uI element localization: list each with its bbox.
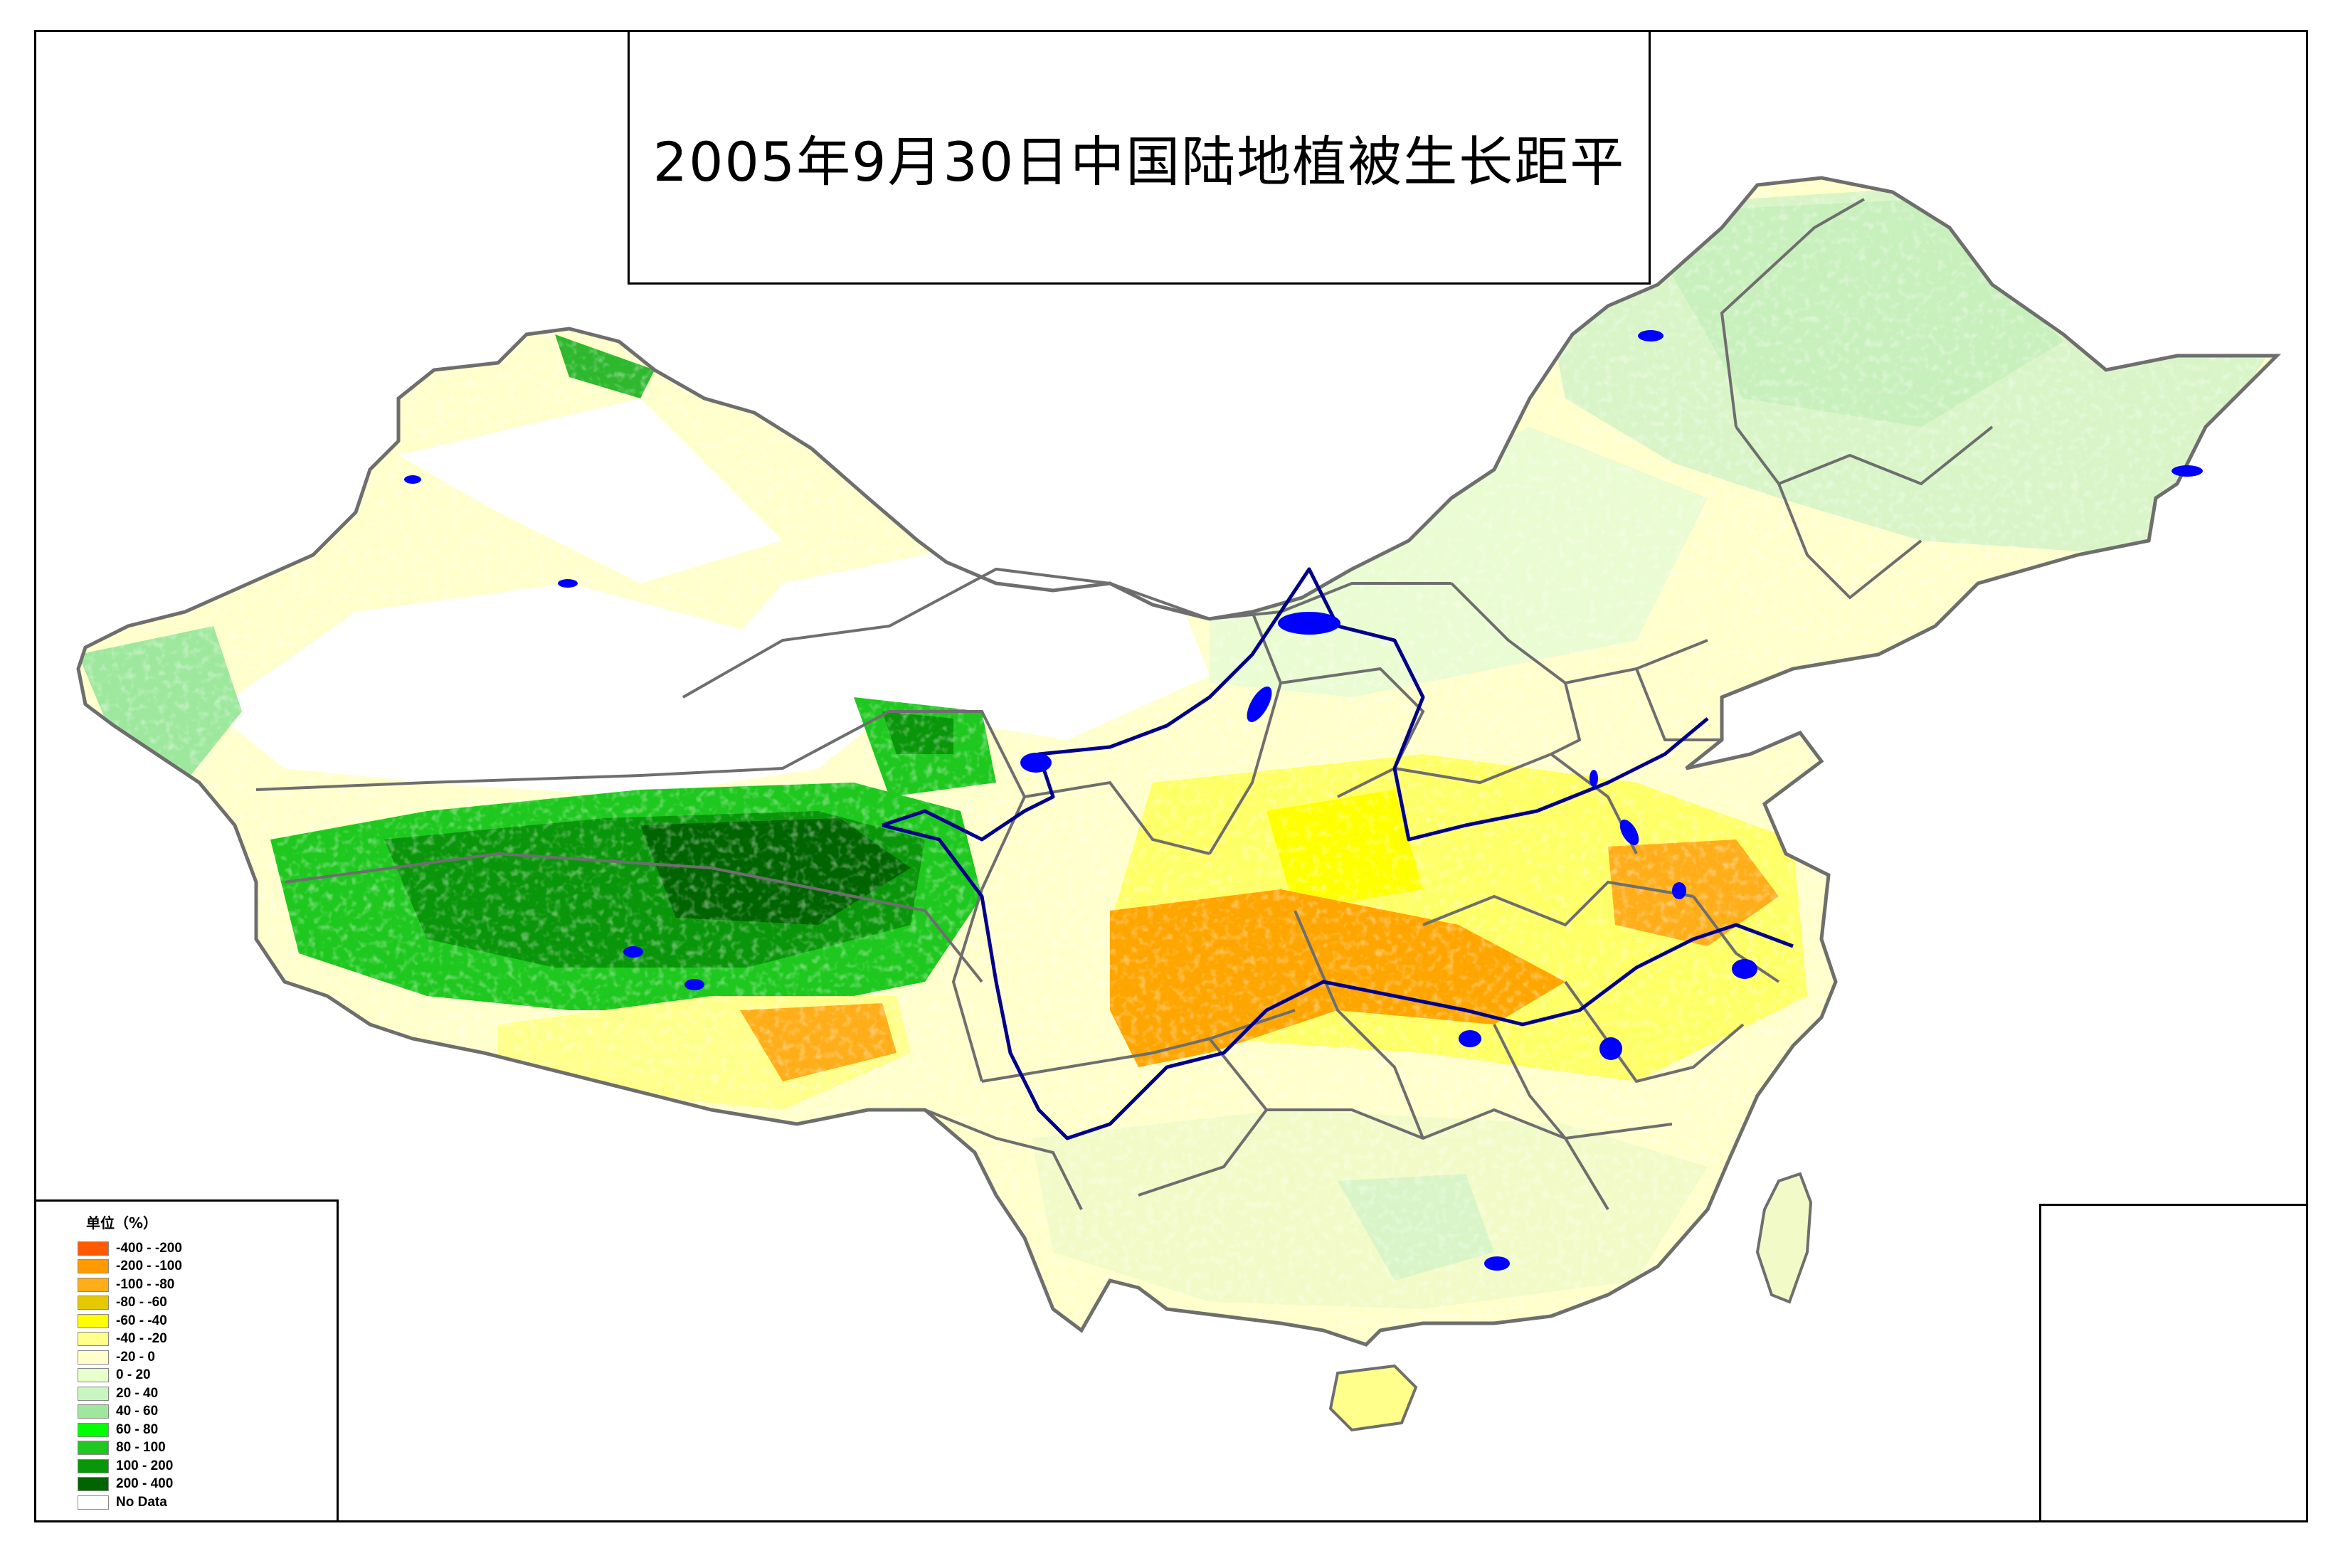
legend-swatch xyxy=(78,1368,109,1383)
legend-label: -20 - 0 xyxy=(116,1349,155,1365)
legend-swatch xyxy=(78,1350,109,1365)
lakes xyxy=(404,330,2203,1271)
lake-dongping xyxy=(1589,770,1598,787)
lake-hongze xyxy=(1672,882,1686,899)
legend-item: 20 - 40 xyxy=(78,1384,337,1403)
legend-swatch xyxy=(78,1241,109,1256)
boundary-hebei-shanxi xyxy=(1550,682,1582,756)
taiwan xyxy=(1755,1172,1813,1304)
legend-item: -20 - 0 xyxy=(78,1348,337,1367)
lake-dongting xyxy=(1459,1030,1481,1047)
boundary-jiangxi-zhejiang xyxy=(1564,980,1745,1084)
boundary-xinjiang-gansu xyxy=(682,567,1111,699)
hainan xyxy=(1328,1364,1418,1432)
legend-item: -60 - -40 xyxy=(78,1312,337,1330)
boundary-hunan-jiangxi xyxy=(1493,1024,1609,1211)
legend-item: -100 - -80 xyxy=(78,1276,337,1294)
boundary-shaanxi-shanxi xyxy=(1280,667,1425,798)
legend-label: 80 - 100 xyxy=(116,1440,166,1456)
boundary-xinjiang-tibet xyxy=(255,710,890,791)
lake-tai xyxy=(1732,959,1757,979)
boundary-south-central xyxy=(1266,1108,1673,1140)
boundary-jilin-heilongjiang xyxy=(1735,425,1994,486)
lake-xingkai xyxy=(2172,465,2203,477)
province-boundaries xyxy=(255,198,1994,1211)
rivers xyxy=(882,567,1794,1140)
legend-label: 200 - 400 xyxy=(116,1476,174,1492)
legend-label: 40 - 60 xyxy=(116,1404,159,1419)
lake-hulun xyxy=(1278,612,1340,635)
yangtze-river xyxy=(882,823,1794,1140)
legend-label: -40 - -20 xyxy=(116,1331,167,1347)
legend-item: 60 - 80 xyxy=(78,1421,337,1439)
legend-item: -400 - -200 xyxy=(78,1239,337,1258)
legend-swatch xyxy=(78,1386,109,1401)
legend-swatch xyxy=(78,1404,109,1419)
lake-tibet-1 xyxy=(623,946,643,958)
legend-label: -200 - -100 xyxy=(116,1259,182,1274)
yellow-river xyxy=(882,567,1709,842)
boundary-chongqing-hunan xyxy=(1294,910,1424,1139)
legend-label: No Data xyxy=(116,1494,167,1510)
legend-swatch xyxy=(78,1495,109,1510)
legend-label: -60 - -40 xyxy=(116,1313,167,1328)
boundary-tibet-qinghai xyxy=(284,852,983,983)
legend-item: -40 - -20 xyxy=(78,1330,337,1349)
legend-label: -80 - -60 xyxy=(116,1295,167,1310)
lake-poyang xyxy=(1599,1037,1622,1060)
legend-swatch xyxy=(78,1313,109,1328)
legend-label: -100 - -80 xyxy=(116,1276,175,1292)
legend-label: 0 - 20 xyxy=(116,1367,151,1383)
legend-rows: -400 - -200 -200 - -100 -100 - -80 -80 - -6… xyxy=(78,1239,337,1512)
legend-swatch xyxy=(78,1332,109,1347)
legend-swatch xyxy=(78,1422,109,1437)
legend-item: 40 - 60 xyxy=(78,1403,337,1421)
lake-south xyxy=(1484,1256,1510,1271)
legend-item: 80 - 100 xyxy=(78,1439,337,1458)
legend-label: -400 - -200 xyxy=(116,1240,182,1256)
legend-label: 20 - 40 xyxy=(116,1385,159,1401)
legend-item: -200 - -100 xyxy=(78,1258,337,1276)
map-title: 2005年9月30日中国陆地植被生长距平 xyxy=(652,130,1626,194)
boundary-yunnan-tibet xyxy=(924,1108,1083,1210)
lake-qinghai xyxy=(1020,753,1052,773)
legend-item: 100 - 200 xyxy=(78,1457,337,1476)
legend: 单位（%） -400 - -200 -200 - -100 -100 - -80 -8… xyxy=(34,1199,339,1522)
boundary-jilin-liaoning xyxy=(1777,483,1922,600)
lake-tibet-2 xyxy=(684,979,704,990)
boundary-shaanxi-west xyxy=(1208,611,1283,855)
boundary-qinghai-east xyxy=(889,710,1027,1082)
lake-weishan xyxy=(1619,819,1639,846)
legend-swatch xyxy=(78,1441,109,1456)
lake-ebinur xyxy=(558,579,578,588)
boundary-hubei-anhui xyxy=(1422,880,1694,927)
legend-swatch xyxy=(78,1477,109,1492)
boundary-shandong xyxy=(1635,668,1722,741)
title-box: 2005年9月30日中国陆地植被生长距平 xyxy=(628,30,1651,285)
lake-north xyxy=(1638,330,1663,341)
legend-label: 60 - 80 xyxy=(116,1421,159,1437)
boundary-sichuan-south xyxy=(981,1009,1296,1083)
legend-item: -80 - -60 xyxy=(78,1294,337,1313)
lake-ulungur xyxy=(404,475,421,484)
boundary-anhui-jiangsu xyxy=(1692,895,1780,983)
legend-swatch xyxy=(78,1277,109,1292)
legend-item: No Data xyxy=(78,1493,337,1512)
legend-swatch xyxy=(78,1259,109,1274)
lake-ulansuhai xyxy=(1247,687,1272,722)
boundary-yunnan-guizhou xyxy=(1138,1037,1269,1197)
legend-swatch xyxy=(78,1458,109,1473)
legend-swatch xyxy=(78,1296,109,1310)
legend-label: 100 - 200 xyxy=(116,1458,174,1473)
legend-title: 单位（%） xyxy=(86,1214,158,1231)
legend-item: 200 - 400 xyxy=(78,1476,337,1494)
boundary-inner-mongolia-east xyxy=(1720,198,1865,428)
legend-item: 0 - 20 xyxy=(78,1367,337,1385)
boundary-gansu-sichuan xyxy=(1024,780,1210,855)
south-china-sea-inset xyxy=(2039,1204,2308,1522)
